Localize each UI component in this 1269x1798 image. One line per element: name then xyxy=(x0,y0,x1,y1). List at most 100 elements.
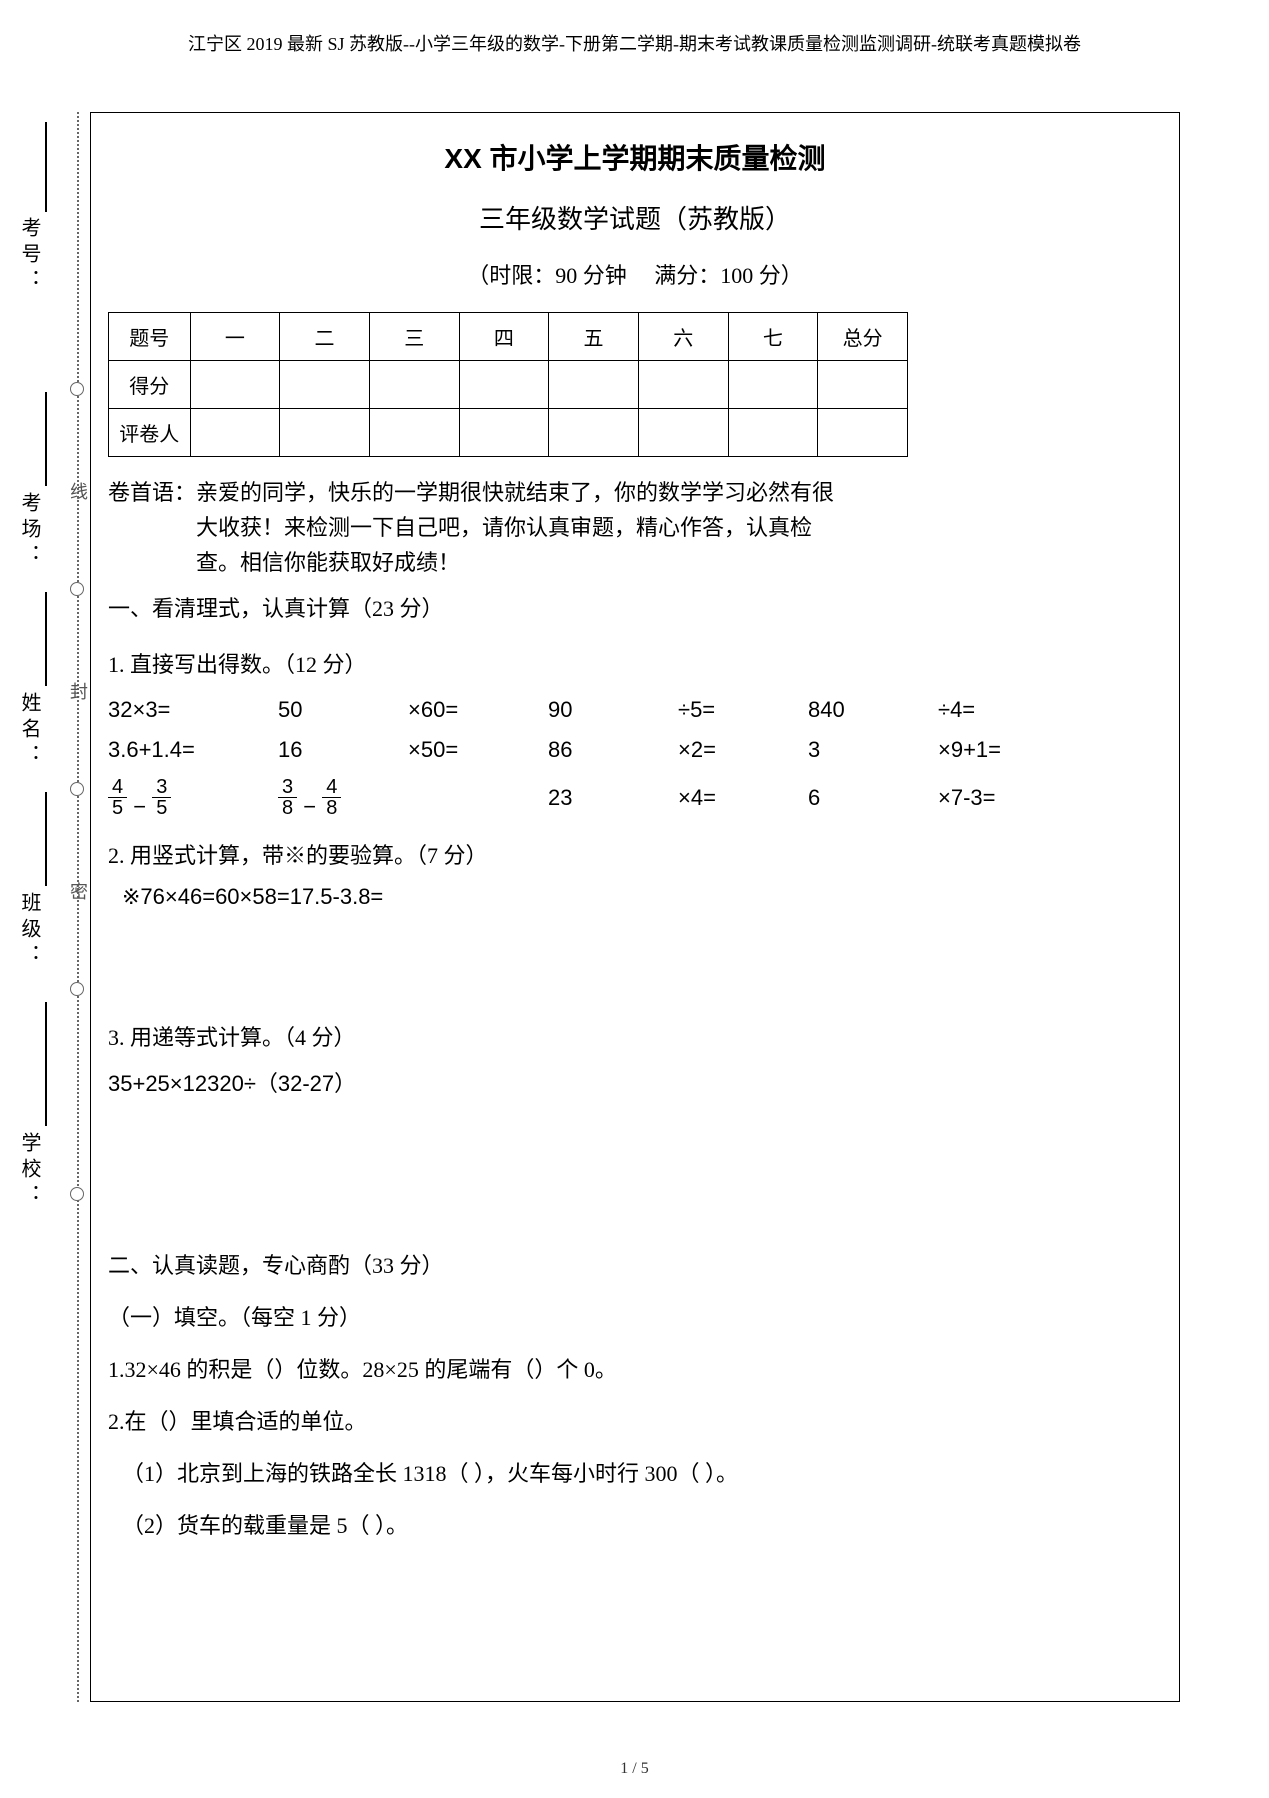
sec2-q2: 2.在（）里填合适的单位。 xyxy=(108,1404,1162,1436)
binding-label-school: 学校： xyxy=(15,1132,44,1210)
question-1: 1. 直接写出得数。（12 分） xyxy=(108,647,1162,679)
arith-cell: 86 xyxy=(548,737,678,763)
section2-sub: （一）填空。（每空 1 分） xyxy=(108,1300,1162,1332)
title-main: XX 市小学上学期期末质量检测 xyxy=(108,137,1162,177)
arith-cell: ×9+1= xyxy=(938,737,1078,763)
content-area: XX 市小学上学期期末质量检测 三年级数学试题（苏教版） （时限：90 分钟 满… xyxy=(100,112,1170,1555)
fraction: 38 xyxy=(278,777,297,818)
score-cell xyxy=(459,409,549,457)
row-header: 题号 xyxy=(109,313,191,361)
question-3: 3. 用递等式计算。（4 分） xyxy=(108,1020,1162,1052)
binding-circle xyxy=(70,582,84,596)
frac-top: 3 xyxy=(152,777,171,798)
section2-heading: 二、认真读题，专心商酌（33 分） xyxy=(108,1248,1162,1280)
binding-circle xyxy=(70,1187,84,1201)
score-table: 题号 一 二 三 四 五 六 七 总分 得分 评卷人 xyxy=(108,312,908,457)
row-header: 评卷人 xyxy=(109,409,191,457)
fraction: 48 xyxy=(322,777,341,818)
col-header: 三 xyxy=(369,313,459,361)
frac-bot: 5 xyxy=(108,798,127,818)
arith-cell: 3.6+1.4= xyxy=(108,737,278,763)
binding-underline xyxy=(45,122,47,212)
binding-circle xyxy=(70,382,84,396)
arith-cell: ÷4= xyxy=(938,697,1078,723)
document-header: 江宁区 2019 最新 SJ 苏教版--小学三年级的数学-下册第二学期-期末考试… xyxy=(0,30,1269,56)
arithmetic-grid: 32×3= 50 ×60= 90 ÷5= 840 ÷4= 3.6+1.4= 16… xyxy=(108,697,1162,820)
section1-heading: 一、看清理式，认真计算（23 分） xyxy=(108,591,1162,623)
frac-bot: 5 xyxy=(152,798,171,818)
score-cell xyxy=(369,361,459,409)
score-cell xyxy=(818,409,908,457)
arith-cell-frac: 38 − 48 xyxy=(278,777,548,820)
binding-label-room: 考场： xyxy=(15,492,44,570)
arith-cell: 32×3= xyxy=(108,697,278,723)
score-cell xyxy=(459,361,549,409)
arith-cell: ×7-3= xyxy=(938,785,1078,811)
binding-underline xyxy=(45,392,47,486)
binding-margin: 考号： 考场： 姓名： 班级： 学校： 线 封 密 xyxy=(15,112,90,1702)
binding-underline xyxy=(45,792,47,886)
frac-top: 3 xyxy=(278,777,297,798)
binding-circle xyxy=(70,782,84,796)
sec2-q2b: （2）货车的载重量是 5（ ）。 xyxy=(108,1508,1162,1540)
arith-cell: 3 xyxy=(808,737,938,763)
binding-label-name: 姓名： xyxy=(15,692,44,770)
binding-char-mi: 密 xyxy=(65,882,91,900)
col-header: 二 xyxy=(280,313,370,361)
arith-cell: ×2= xyxy=(678,737,808,763)
score-cell xyxy=(818,361,908,409)
intro-line: 查。相信你能获取好成绩！ xyxy=(108,545,1162,580)
minus: − xyxy=(133,794,152,819)
col-header: 六 xyxy=(638,313,728,361)
binding-label-class: 班级： xyxy=(15,892,44,970)
intro-text: 卷首语：亲爱的同学，快乐的一学期很快就结束了，你的数学学习必然有很 大收获！来检… xyxy=(108,475,1162,581)
q3-expression: 35+25×12320÷（32-27） xyxy=(108,1066,1162,1098)
full-score: 满分：100 分） xyxy=(654,263,803,288)
arith-cell: 50 xyxy=(278,697,408,723)
arith-cell: ÷5= xyxy=(678,697,808,723)
col-header: 总分 xyxy=(818,313,908,361)
binding-circle xyxy=(70,982,84,996)
score-cell xyxy=(549,361,639,409)
frac-bot: 8 xyxy=(322,798,341,818)
score-cell xyxy=(190,409,280,457)
binding-label-examid: 考号： xyxy=(15,217,44,295)
row-header: 得分 xyxy=(109,361,191,409)
score-cell xyxy=(280,361,370,409)
score-cell xyxy=(549,409,639,457)
table-row: 评卷人 xyxy=(109,409,908,457)
table-row: 得分 xyxy=(109,361,908,409)
binding-underline xyxy=(45,1002,47,1126)
q2-expression: ※76×46=60×58=17.5-3.8= xyxy=(108,884,1162,910)
arith-cell: 16 xyxy=(278,737,408,763)
arith-cell-frac: 45 − 35 xyxy=(108,777,278,820)
arith-cell: ×50= xyxy=(408,737,548,763)
page-number: 1 / 5 xyxy=(0,1760,1269,1778)
col-header: 四 xyxy=(459,313,549,361)
fraction: 45 xyxy=(108,777,127,818)
arith-cell: ×4= xyxy=(678,785,808,811)
score-cell xyxy=(728,361,818,409)
score-cell xyxy=(369,409,459,457)
minus: − xyxy=(303,794,322,819)
question-2: 2. 用竖式计算，带※的要验算。（7 分） xyxy=(108,838,1162,870)
binding-char-feng: 封 xyxy=(65,682,91,700)
frac-bot: 8 xyxy=(278,798,297,818)
col-header: 五 xyxy=(549,313,639,361)
title-sub: 三年级数学试题（苏教版） xyxy=(108,199,1162,236)
score-cell xyxy=(638,361,728,409)
arith-cell: ×60= xyxy=(408,697,548,723)
arith-cell: 840 xyxy=(808,697,938,723)
score-cell xyxy=(728,409,818,457)
col-header: 一 xyxy=(190,313,280,361)
score-cell xyxy=(190,361,280,409)
arith-cell: 90 xyxy=(548,697,678,723)
intro-line: 大收获！来检测一下自己吧，请你认真审题，精心作答，认真检 xyxy=(108,510,1162,545)
binding-char-xian: 线 xyxy=(65,482,91,500)
intro-line: 卷首语：亲爱的同学，快乐的一学期很快就结束了，你的数学学习必然有很 xyxy=(108,475,1162,510)
score-cell xyxy=(638,409,728,457)
arith-cell: 6 xyxy=(808,785,938,811)
col-header: 七 xyxy=(728,313,818,361)
arith-cell: 23 xyxy=(548,785,678,811)
sec2-q1: 1.32×46 的积是（）位数。28×25 的尾端有（）个 0。 xyxy=(108,1352,1162,1384)
